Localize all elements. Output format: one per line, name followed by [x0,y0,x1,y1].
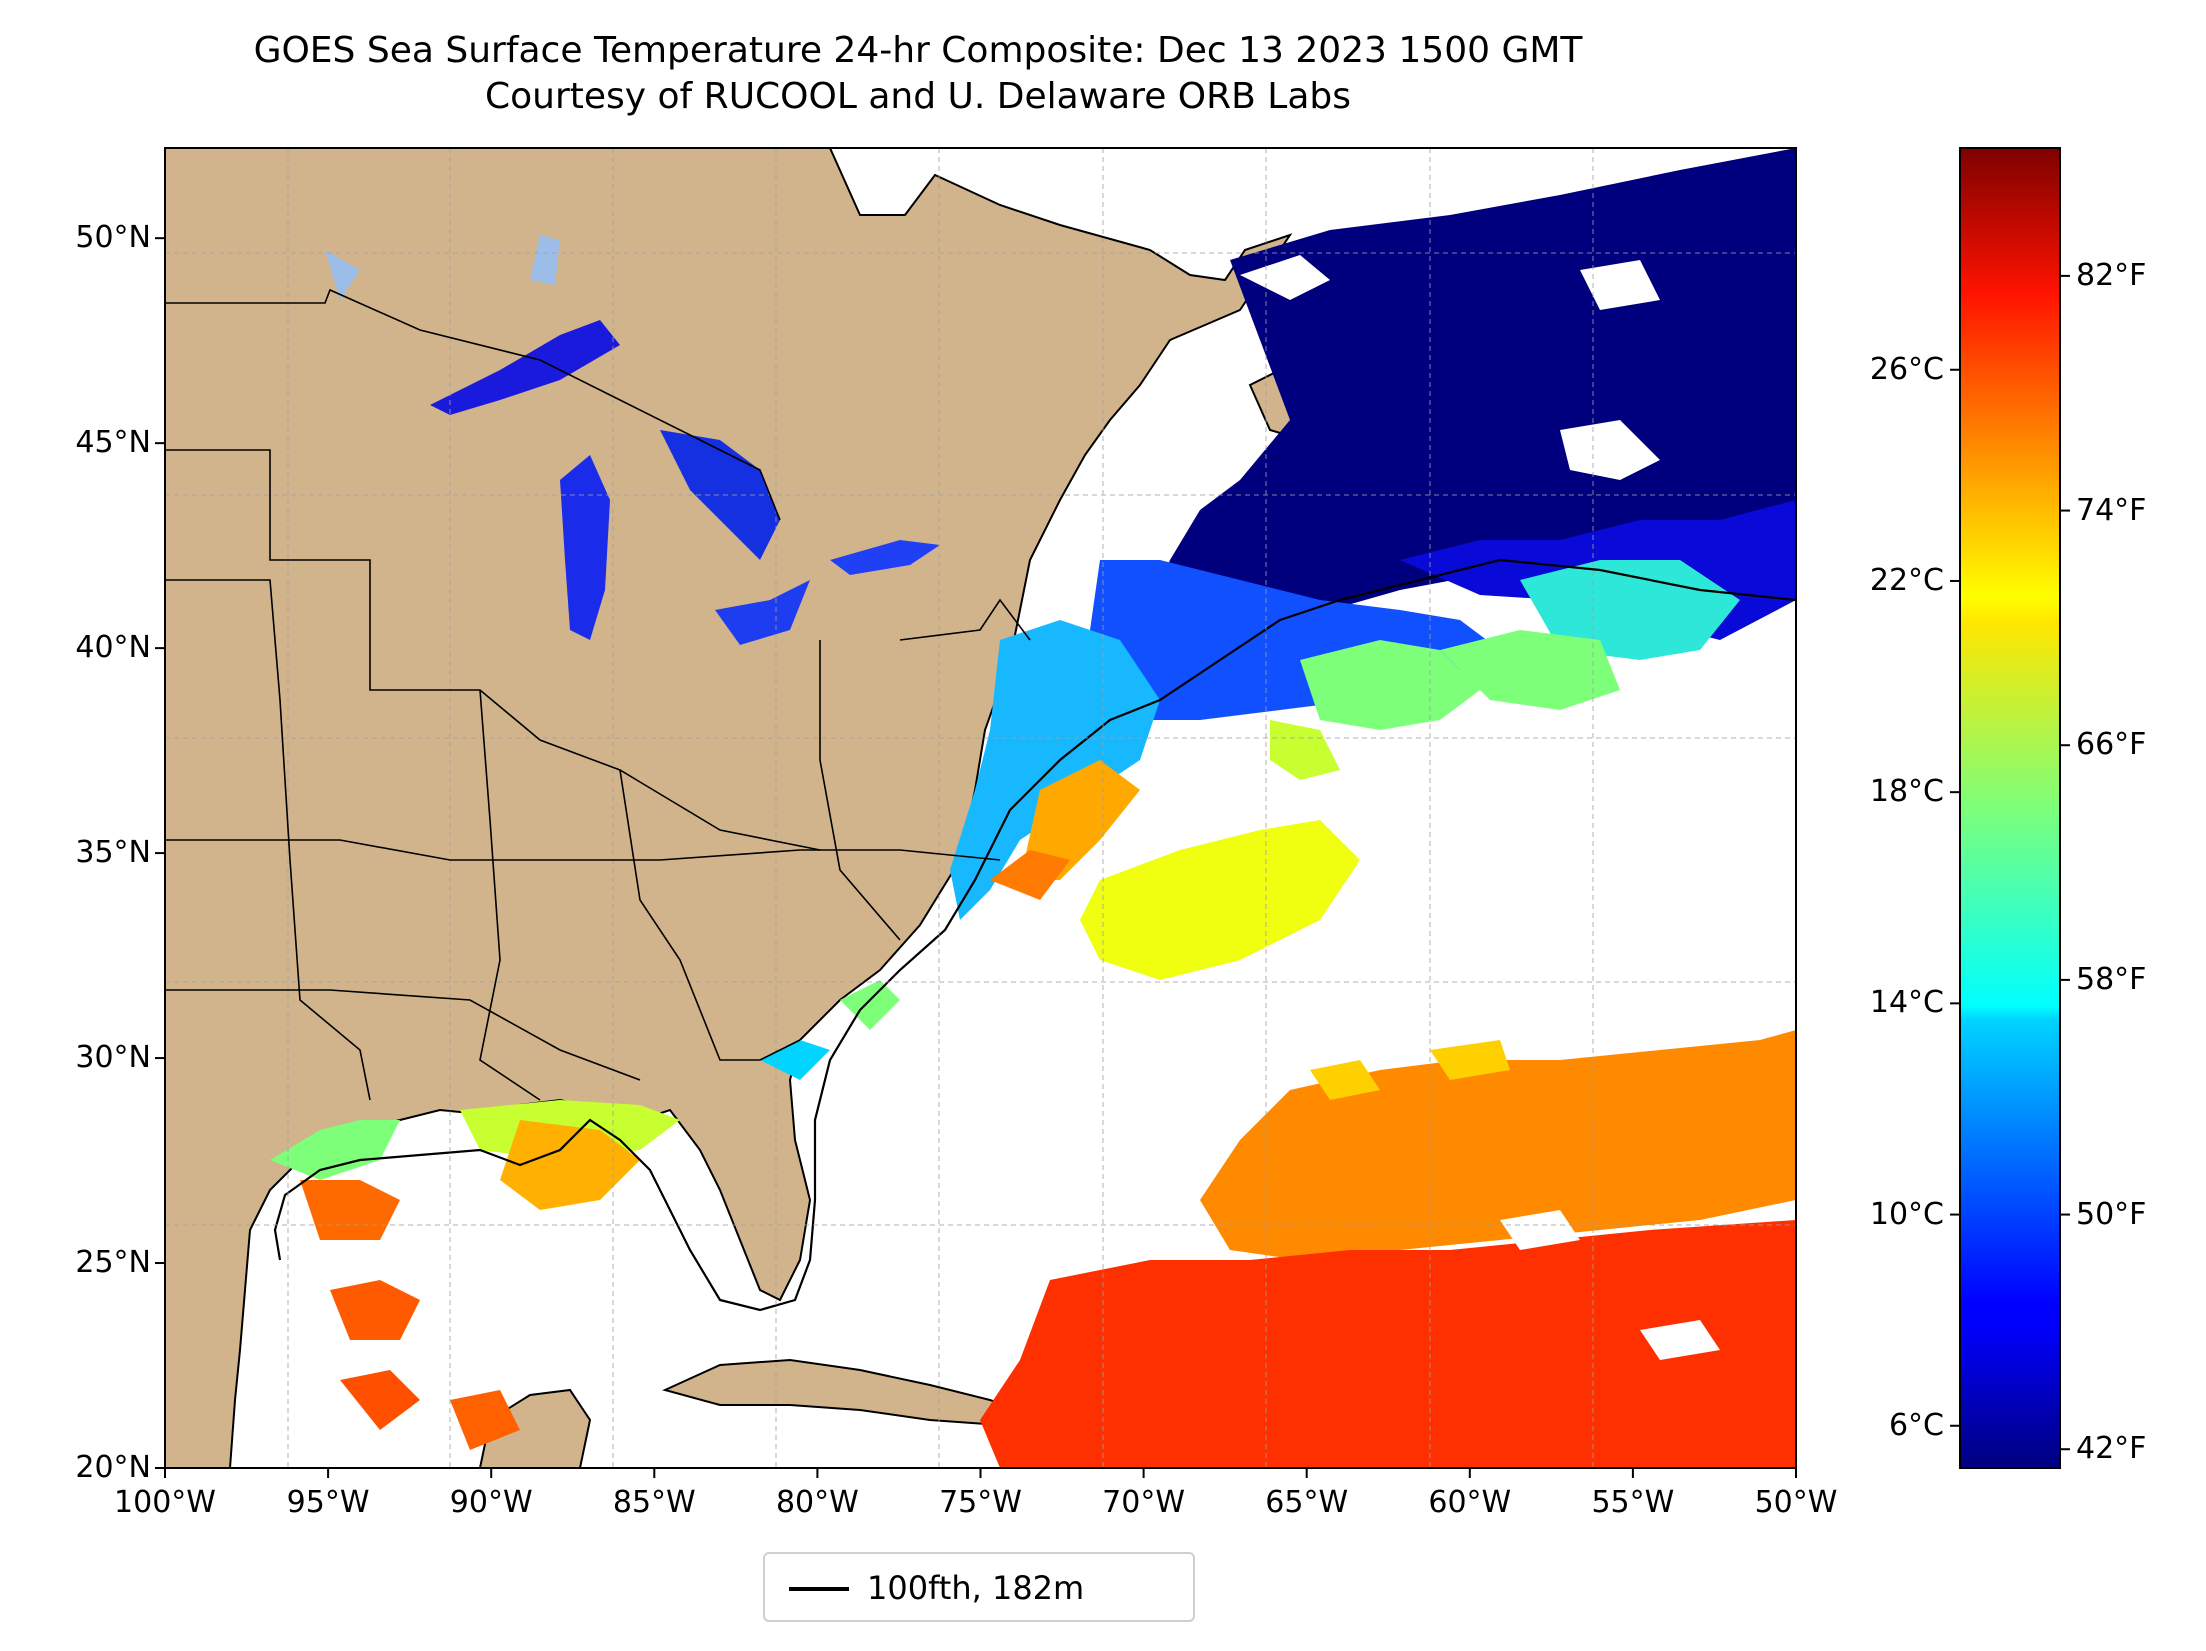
celsius-tick-label: 10°C [1869,1196,1944,1232]
map-tick-marks [155,237,1797,1478]
fahrenheit-tick-label: 82°F [2076,257,2147,293]
map-title: GOES Sea Surface Temperature 24-hr Compo… [0,28,1836,120]
lon-tick-label: 80°W [775,1485,859,1520]
lon-tick-label: 60°W [1428,1485,1512,1520]
lon-tick-label: 90°W [449,1485,533,1520]
legend: 100fth, 182m [763,1552,1195,1622]
great-lakes [325,235,940,645]
map-area [165,148,1796,1468]
political-borders [165,288,1031,1101]
lon-tick-label: 95°W [286,1485,370,1520]
lat-tick-label: 40°N [75,630,151,666]
lat-tick-label: 45°N [75,425,151,461]
legend-line-swatch [789,1587,849,1591]
lat-tick-label: 30°N [75,1040,151,1076]
isobath-100fth [273,558,1796,1312]
lat-tick-label: 35°N [75,835,151,871]
celsius-tick-label: 22°C [1869,562,1944,598]
celsius-tick-label: 18°C [1869,774,1944,810]
colorbar-tick-marks [1950,274,2070,1451]
lat-tick-label: 50°N [75,220,151,256]
lon-tick-label: 70°W [1102,1485,1186,1520]
title-line-2: Courtesy of RUCOOL and U. Delaware ORB L… [484,76,1352,117]
lon-tick-label: 100°W [114,1485,216,1520]
fahrenheit-tick-label: 42°F [2076,1431,2147,1467]
fahrenheit-tick-label: 58°F [2076,961,2147,997]
fahrenheit-tick-label: 74°F [2076,492,2147,528]
lon-tick-label: 85°W [612,1485,696,1520]
lon-tick-label: 55°W [1591,1485,1675,1520]
celsius-tick-label: 26°C [1869,351,1944,387]
fahrenheit-tick-label: 50°F [2076,1196,2147,1232]
lon-tick-label: 65°W [1265,1485,1349,1520]
colorbar [1959,147,2061,1469]
no-data-patches [1240,255,1720,1360]
fahrenheit-tick-label: 66°F [2076,727,2147,763]
celsius-tick-label: 14°C [1869,985,1944,1021]
legend-label: 100fth, 182m [867,1569,1085,1607]
gridlines [165,148,1796,1468]
lat-tick-label: 20°N [75,1450,151,1485]
lon-tick-label: 75°W [939,1485,1022,1520]
lon-tick-label: 50°W [1754,1485,1838,1520]
title-line-1: GOES Sea Surface Temperature 24-hr Compo… [253,30,1583,71]
lat-tick-label: 25°N [75,1245,151,1281]
celsius-tick-label: 6°C [1888,1407,1944,1443]
